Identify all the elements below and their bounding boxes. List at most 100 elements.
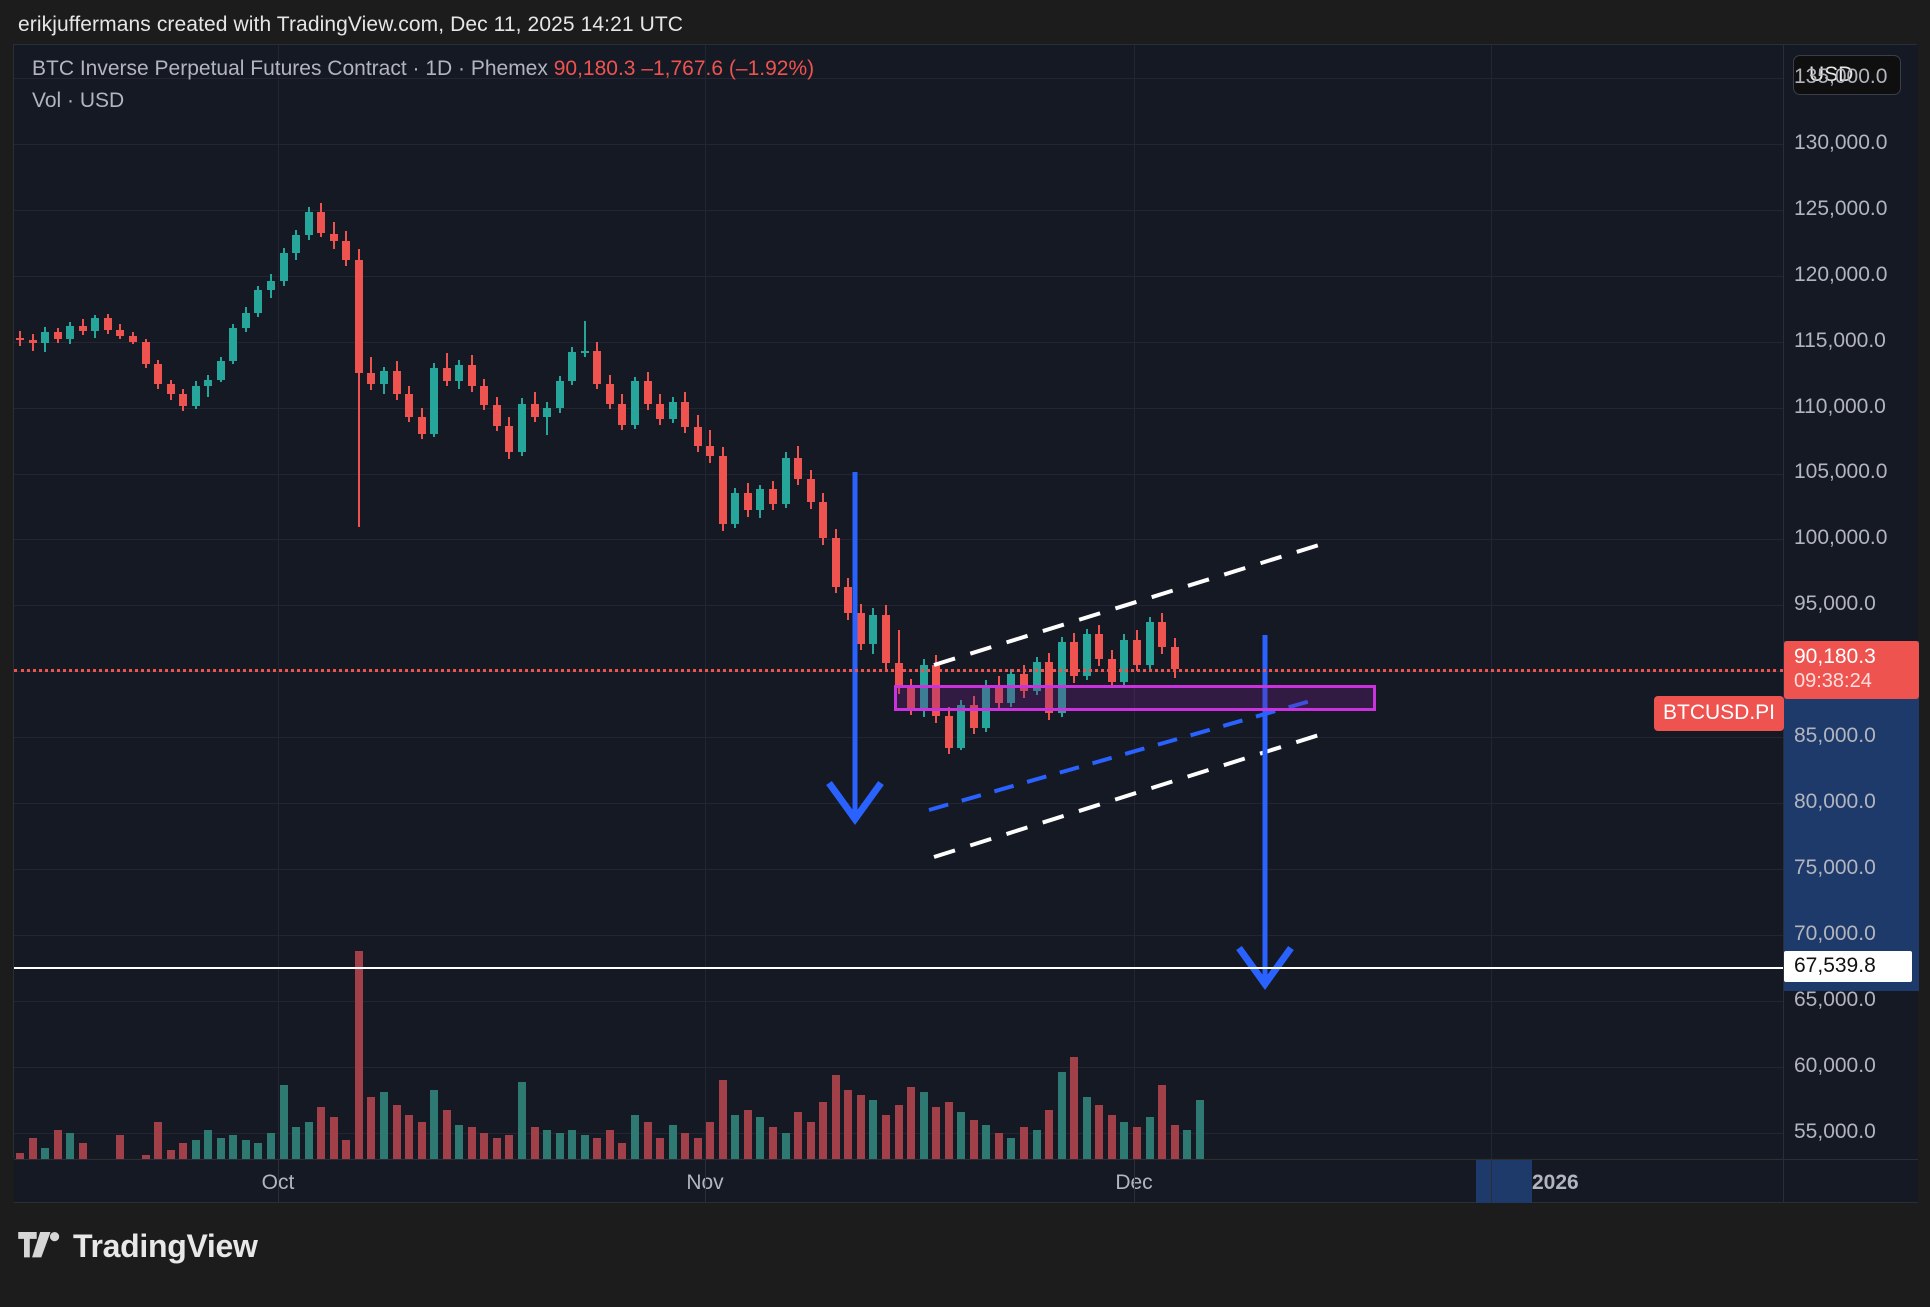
candle-body [894,663,903,688]
candlestick [856,603,865,651]
grid-line-horizontal [14,539,1783,541]
current-price-dotted-line [14,668,1783,672]
price-axis-selection [1784,641,1919,991]
candlestick [543,402,552,436]
candle-body [229,328,238,362]
legend-change-abs: –1,767.6 [641,57,724,80]
candle-body [756,489,765,511]
time-axis-divider [278,1160,279,1203]
symbol-price-badge[interactable]: BTCUSD.PI [1654,695,1785,731]
volume-bar [354,951,363,1198]
grid-line-horizontal [14,209,1783,211]
volume-bar [329,1117,338,1198]
candle-body [1032,661,1041,691]
candlestick [1032,656,1041,695]
candlestick [492,396,501,432]
candlestick [605,374,614,409]
candlestick [718,447,727,532]
target-horizontal-line[interactable] [14,967,1783,970]
volume-bar [932,1107,941,1198]
price-tick-label: 60,000.0 [1794,1053,1876,1077]
candle-body [1158,622,1167,648]
chart-legend: BTC Inverse Perpetual Futures Contract ·… [32,55,814,115]
grid-line-horizontal [14,869,1783,870]
time-axis-divider [1491,1160,1492,1203]
grid-line-horizontal [14,341,1783,343]
candle-body [957,705,966,748]
candle-body [643,381,652,404]
candle-body [116,329,125,337]
candle-body [204,379,213,387]
candlestick [630,377,639,429]
candlestick [781,452,790,508]
grid-line-horizontal [14,934,1783,936]
currency-chip[interactable]: USD [1793,55,1901,95]
candlestick [656,394,665,425]
candle-body [794,457,803,479]
candle-body [743,493,752,511]
candlestick [1082,629,1091,681]
candle-body [656,403,665,420]
candlestick [28,333,37,351]
candle-body [580,350,589,353]
chart-container[interactable]: BTC Inverse Perpetual Futures Contract ·… [13,44,1919,1203]
candle-body [1170,647,1179,669]
candle-body [392,370,401,395]
candlestick [342,230,351,267]
breakdown-arrow-right-head [1236,945,1294,990]
volume-bar [957,1112,966,1198]
grid-line-horizontal [14,605,1783,607]
volume-bar [430,1089,439,1198]
candlestick [844,577,853,620]
volume-bar [969,1119,978,1198]
candlestick [442,353,451,387]
legend-volume-row[interactable]: Vol · USD [32,89,125,113]
candle-body [304,212,313,235]
candlestick [254,286,263,317]
tradingview-wordmark: TradingView [73,1228,258,1264]
candlestick [1158,613,1167,655]
grid-line-horizontal [14,407,1783,409]
candle-body [103,317,112,330]
volume-bar [317,1107,326,1198]
candlestick [116,324,125,339]
price-pane[interactable] [14,45,1783,1198]
time-axis-divider [1783,1160,1784,1203]
legend-symbol-row[interactable]: BTC Inverse Perpetual Futures Contract ·… [32,55,814,83]
volume-bar [844,1089,853,1198]
time-axis[interactable]: Oct Nov Dec 2026 [14,1159,1918,1203]
candle-body [354,259,363,374]
volume-bar [1057,1072,1066,1198]
candle-body [179,394,188,407]
candlestick [405,386,414,423]
candle-body [505,425,514,453]
volume-bar [869,1099,878,1198]
candlestick [769,481,777,511]
candlestick [53,328,62,343]
target-price-chip[interactable]: 67,539.8 [1784,951,1912,983]
candle-body [317,212,326,234]
time-axis-divider [705,1160,706,1203]
candle-body [518,403,526,453]
price-axis[interactable]: USD 135,000.0 130,000.0 125,000.0 120,000.0… [1783,45,1919,1159]
supply-zone-rectangle[interactable] [894,685,1376,711]
candlestick [204,374,213,397]
price-tick-label: 120,000.0 [1794,262,1888,286]
breakdown-arrow-left-head [826,780,884,825]
candlestick [103,313,112,334]
volume-bar [907,1087,916,1198]
candle-body [279,253,288,281]
candle-body [605,383,614,404]
drawing-overlays [826,472,1320,990]
price-tick-label: 105,000.0 [1794,460,1888,484]
attribution-text: erikjuffermans created with TradingView.… [18,13,684,36]
volume-bar [944,1102,953,1198]
tradingview-branding: TradingView [18,1228,258,1265]
price-tick-label: 125,000.0 [1794,196,1888,220]
tradingview-logo-icon [18,1231,60,1257]
candlestick [66,321,75,345]
volume-bar [1095,1104,1104,1198]
channel-upper-rail [933,543,1320,667]
candlestick [267,274,275,299]
current-price-chip[interactable]: 90,180.3 09:38:24 [1784,640,1919,700]
